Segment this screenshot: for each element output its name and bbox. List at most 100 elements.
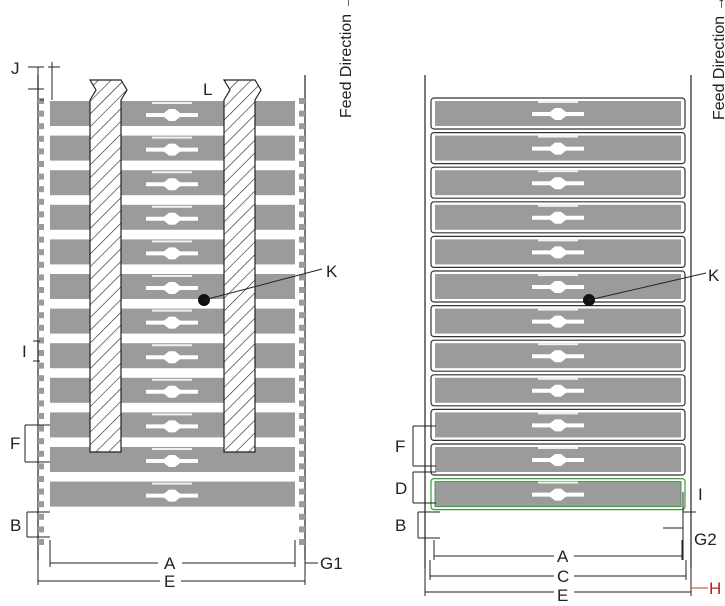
right-label-frame [430, 132, 686, 165]
sprocket-hole [299, 488, 305, 495]
feed-direction-left: Feed Direction → [338, 0, 355, 118]
left-sprocket-holes [38, 98, 305, 545]
sprocket-hole [38, 135, 44, 142]
sprocket-hole [38, 501, 44, 508]
dimension-e [37, 560, 306, 585]
sprocket-hole [38, 438, 44, 445]
sprocket-hole [299, 98, 305, 104]
right-label-frame [430, 339, 686, 372]
sprocket-hole [38, 463, 44, 470]
right-label-strips [430, 97, 686, 511]
label-a: A [164, 554, 176, 573]
sprocket-hole [38, 261, 44, 268]
sprocket-hole [299, 450, 305, 457]
label-a-right: A [557, 547, 569, 566]
sprocket-hole [299, 249, 305, 256]
sprocket-hole [299, 501, 305, 508]
dimension-i-right [682, 492, 696, 513]
sprocket-hole [299, 198, 305, 205]
sprocket-hole [299, 350, 305, 356]
label-l: L [203, 80, 212, 99]
right-panel: K F D B I G2 A C H E Feed Direction → [395, 0, 725, 605]
dimension-c-right [429, 560, 687, 580]
right-label-frame [430, 374, 686, 407]
sprocket-hole [38, 123, 44, 130]
label-k: K [326, 262, 338, 281]
left-label-strip [50, 204, 295, 230]
left-label-strip [50, 412, 295, 438]
sprocket-hole [38, 211, 44, 218]
sprocket-hole [299, 400, 305, 407]
right-label-frame [430, 408, 686, 441]
right-label-frame [430, 270, 686, 303]
dimension-j [28, 62, 60, 101]
left-label-strip [50, 481, 295, 507]
sprocket-hole [299, 299, 305, 306]
right-label-frame [430, 305, 686, 338]
label-b-right: B [395, 516, 406, 535]
sprocket-hole [38, 148, 44, 155]
dimension-a-right [433, 540, 683, 560]
dimension-g2-right [663, 512, 684, 560]
sprocket-hole [38, 186, 44, 193]
dimension-e-right [424, 568, 692, 596]
label-j: J [11, 59, 20, 78]
sprocket-hole [299, 211, 305, 218]
sprocket-hole [38, 198, 44, 205]
dimension-f [24, 424, 50, 463]
sprocket-hole [299, 526, 305, 533]
feed-direction-right: Feed Direction → [711, 0, 725, 120]
label-g1: G1 [320, 554, 343, 573]
dimension-a [49, 540, 296, 567]
label-f: F [10, 434, 20, 453]
sprocket-hole [299, 135, 305, 142]
sprocket-hole [299, 337, 305, 344]
sprocket-hole [299, 224, 305, 230]
sprocket-hole [38, 236, 44, 243]
sprocket-hole [38, 400, 44, 407]
dimension-d-right [412, 471, 436, 504]
k-leader-line [203, 268, 323, 301]
label-e-right: E [557, 586, 568, 605]
sprocket-hole [38, 173, 44, 180]
sprocket-hole [38, 425, 44, 432]
sprocket-hole [299, 413, 305, 419]
label-c-right: C [557, 567, 569, 586]
sprocket-hole [38, 488, 44, 495]
sprocket-hole [299, 513, 305, 520]
sprocket-hole [299, 110, 305, 117]
left-label-strip [50, 135, 295, 161]
label-e: E [164, 572, 175, 591]
right-label-frame [430, 235, 686, 268]
sprocket-hole [38, 350, 44, 356]
sprocket-hole [299, 476, 305, 482]
right-label-frame [430, 201, 686, 234]
sprocket-hole [299, 148, 305, 155]
right-label-frame [430, 443, 686, 476]
left-panel: J L K I F B A E G1 Feed Direction → [10, 0, 355, 591]
sprocket-hole [299, 123, 305, 130]
sprocket-hole [299, 438, 305, 445]
label-h-right: H [709, 579, 721, 598]
right-label-frame [430, 478, 686, 511]
sprocket-hole [299, 375, 305, 382]
sprocket-hole [38, 98, 44, 104]
dimension-b-right [417, 511, 440, 539]
left-label-strip [50, 239, 295, 265]
sprocket-hole [38, 526, 44, 533]
dimension-b [26, 511, 50, 538]
left-label-strip [50, 170, 295, 196]
sprocket-hole [38, 513, 44, 520]
sprocket-hole [38, 287, 44, 293]
sprocket-hole [38, 224, 44, 230]
sprocket-hole [299, 186, 305, 193]
left-label-strip [50, 447, 295, 472]
label-i-right: I [698, 485, 703, 504]
label-b: B [10, 516, 21, 535]
label-g2-right: G2 [694, 530, 717, 549]
sprocket-hole [38, 249, 44, 256]
left-label-strips [50, 101, 295, 507]
sprocket-hole [38, 476, 44, 482]
right-label-frame [430, 97, 686, 130]
sprocket-hole [299, 539, 305, 545]
